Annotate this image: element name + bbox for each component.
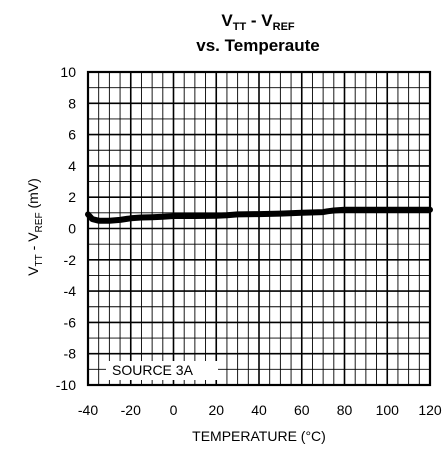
y-tick-label: -2 [64,252,77,268]
x-tick-label: 80 [337,402,353,418]
annotation-box [106,361,218,380]
chart-title-line1: VTT - VREF [221,11,295,33]
y-tick-label: 2 [68,189,76,205]
x-tick-label: -40 [78,402,98,418]
series [85,206,433,224]
x-tick-label: 100 [376,402,400,418]
series-line [85,206,433,224]
x-tick-label: 20 [208,402,224,418]
y-tick-label: 4 [68,158,76,174]
y-tick-label: 6 [68,127,76,143]
x-tick-labels: -40 -20 0 20 40 60 80 100 120 [78,402,442,418]
y-tick-label: 10 [60,64,76,80]
y-tick-label: -10 [56,377,76,393]
x-tick-label: 120 [418,402,442,418]
y-tick-label: -8 [64,346,77,362]
y-tick-label: -4 [64,283,77,299]
x-tick-label: 60 [294,402,310,418]
y-tick-label: 8 [68,95,76,111]
x-tick-label: -20 [121,402,141,418]
y-tick-label: 0 [68,221,76,237]
grid [86,70,432,387]
x-axis-label: TEMPERATURE (°C) [192,428,326,444]
x-tick-label: 40 [251,402,267,418]
y-tick-label: -6 [64,314,77,330]
x-tick-label: 0 [170,402,178,418]
plot-frame [86,70,432,387]
y-tick-labels: 10 8 6 4 2 0 -2 -4 -6 -8 -10 [56,64,76,393]
y-axis-label: VTT - VREF (mV) [25,178,45,276]
annotation-source: SOURCE 3A [112,362,194,378]
chart-title-line2: vs. Temperaute [196,36,319,55]
